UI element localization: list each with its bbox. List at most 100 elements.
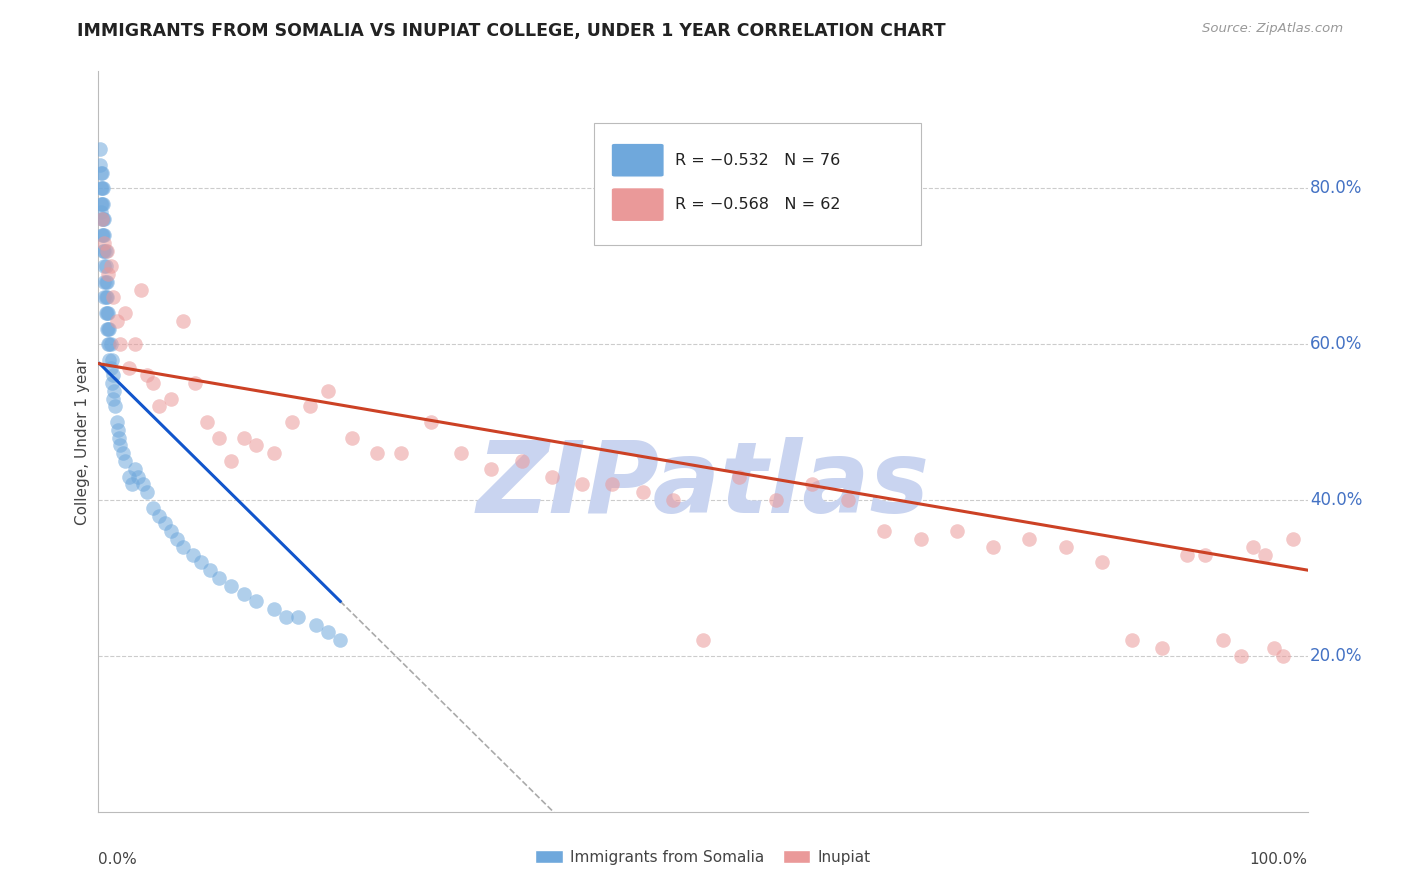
Point (184, 376, 207, 390)
Point (571, 477, 593, 491)
Point (107, 423, 129, 437)
Text: R = −0.568   N = 62: R = −0.568 N = 62 (675, 197, 841, 212)
Point (129, 283, 152, 297)
Point (121, 477, 143, 491)
Point (91, 181, 114, 195)
Point (91, 227, 114, 242)
Point (420, 415, 443, 429)
Point (329, 633, 352, 648)
Point (232, 586, 254, 600)
Point (93, 212, 115, 227)
Point (89, 142, 111, 156)
Point (305, 617, 328, 632)
Point (91, 227, 114, 242)
Point (198, 563, 221, 577)
Point (108, 431, 131, 445)
Point (94, 244, 117, 258)
Point (450, 446, 472, 460)
Point (221, 579, 243, 593)
Point (160, 392, 183, 406)
Point (105, 415, 128, 429)
Point (661, 493, 683, 508)
Point (540, 469, 562, 483)
Point (94, 290, 117, 304)
Point (97, 337, 120, 351)
Point (1121, 633, 1143, 648)
Point (281, 415, 304, 429)
Point (481, 462, 503, 476)
Point (96, 244, 118, 258)
Point (94, 275, 117, 289)
Point (101, 368, 124, 383)
Point (602, 477, 624, 491)
Point (510, 454, 533, 468)
Point (299, 400, 322, 414)
Point (91, 212, 114, 227)
Text: 0.0%: 0.0% (98, 853, 138, 867)
Point (124, 462, 146, 476)
Point (100, 337, 122, 351)
Point (1263, 641, 1285, 656)
Point (100, 352, 122, 367)
Point (837, 493, 859, 508)
Point (631, 485, 654, 500)
Point (127, 469, 149, 483)
Point (389, 446, 412, 460)
Point (96, 275, 118, 289)
Point (90, 204, 112, 219)
Point (93, 275, 115, 289)
Point (692, 633, 714, 648)
Text: 100.0%: 100.0% (1250, 853, 1308, 867)
Point (1272, 648, 1295, 663)
Point (91, 212, 114, 227)
Point (263, 446, 285, 460)
Point (101, 392, 124, 406)
Point (94, 259, 117, 273)
Text: 40.0%: 40.0% (1310, 491, 1362, 509)
Point (90, 181, 112, 195)
Point (98, 321, 121, 335)
Point (114, 306, 136, 320)
Point (93, 259, 115, 273)
Point (91, 197, 114, 211)
Point (96, 290, 118, 304)
Point (98, 337, 121, 351)
Point (91, 197, 114, 211)
FancyBboxPatch shape (595, 123, 921, 245)
Text: R = −0.532   N = 76: R = −0.532 N = 76 (675, 153, 841, 168)
Point (287, 610, 309, 624)
Point (366, 446, 388, 460)
Point (1175, 548, 1198, 562)
Text: ZIPatlas: ZIPatlas (477, 437, 929, 534)
Point (98, 352, 121, 367)
Point (118, 469, 141, 483)
Point (1018, 532, 1040, 546)
Point (100, 376, 122, 390)
Point (208, 431, 231, 445)
Point (90, 166, 112, 180)
Point (765, 493, 787, 508)
Point (103, 384, 125, 398)
Point (981, 540, 1004, 554)
Point (166, 532, 188, 546)
Point (111, 446, 134, 460)
Point (104, 400, 127, 414)
Point (90, 197, 112, 211)
Point (153, 516, 176, 531)
Point (96, 321, 118, 335)
Point (101, 290, 124, 304)
Point (135, 368, 157, 383)
Point (800, 477, 823, 491)
Point (1091, 555, 1114, 569)
Point (118, 360, 141, 375)
Point (142, 376, 165, 390)
Point (232, 431, 254, 445)
Point (89, 158, 111, 172)
Point (208, 571, 231, 585)
Point (100, 360, 122, 375)
Point (94, 306, 117, 320)
Point (1230, 648, 1253, 663)
Point (91, 166, 114, 180)
Point (93, 290, 115, 304)
Point (1254, 548, 1277, 562)
